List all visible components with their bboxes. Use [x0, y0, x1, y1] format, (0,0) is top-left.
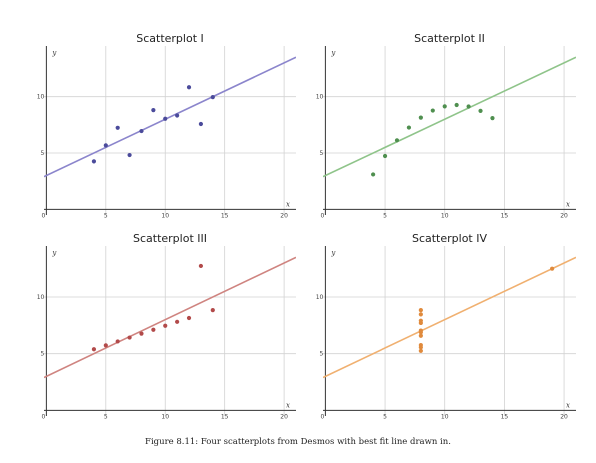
data-point [163, 116, 168, 121]
data-point [198, 263, 204, 269]
data-point [115, 125, 120, 130]
data-point [430, 108, 435, 113]
x-axis-label: x [566, 401, 570, 409]
data-point [163, 323, 168, 328]
data-point [103, 343, 108, 348]
data-point [186, 85, 192, 90]
x-tick-label: 5 [383, 212, 387, 219]
data-point [186, 315, 192, 321]
y-axis-label: y [330, 249, 336, 257]
data-point [210, 95, 215, 100]
x-axis-label: x [286, 200, 290, 208]
data-point [418, 330, 423, 335]
data-point [478, 108, 483, 113]
data-point [418, 312, 423, 317]
data-point [139, 331, 144, 336]
x-tick-label: 20 [560, 212, 568, 219]
data-point [139, 128, 144, 134]
data-point [115, 339, 120, 344]
data-point [550, 266, 555, 271]
x-tick-label: 10 [441, 212, 449, 219]
x-tick-label: 5 [104, 212, 108, 219]
scatterplot-panel: Scatterplot II 0 5 10 15 20 5 10 x y [316, 32, 576, 219]
data-point [490, 116, 495, 121]
x-tick-label: 0 [41, 212, 45, 219]
figure-caption: Figure 8.11: Four scatterplots from Desm… [145, 437, 451, 447]
data-point [175, 113, 180, 118]
data-point [91, 347, 97, 352]
x-tick-label: 15 [501, 212, 509, 219]
y-tick-label: 5 [41, 351, 45, 358]
y-tick-label: 10 [316, 94, 324, 101]
x-tick-label: 10 [161, 413, 169, 420]
data-point [418, 348, 423, 353]
data-point [418, 345, 423, 350]
y-tick-label: 5 [320, 351, 324, 358]
best-fit-line [44, 56, 296, 178]
data-point [198, 121, 204, 127]
x-tick-label: 15 [221, 413, 229, 420]
x-tick-label: 15 [501, 413, 509, 420]
best-fit-line [323, 56, 576, 178]
x-tick-label: 5 [104, 413, 108, 420]
scatterplot-panel: Scatterplot III 0 5 10 15 20 5 10 x y [37, 232, 296, 420]
y-axis-label: y [51, 249, 57, 257]
data-point [418, 115, 423, 120]
plot-title: Scatterplot II [414, 32, 485, 45]
data-point [127, 152, 132, 158]
scatterplot-panel: Scatterplot IV 0 5 10 15 20 5 10 x y [316, 232, 576, 420]
y-tick-label: 10 [37, 94, 45, 101]
plot-title: Scatterplot III [133, 232, 207, 245]
data-point [394, 138, 400, 143]
x-tick-label: 10 [161, 212, 169, 219]
data-point [103, 143, 108, 148]
x-axis-label: x [286, 401, 290, 409]
data-point [371, 172, 376, 177]
scatterplot-panel: Scatterplot I 0 5 10 15 20 5 10 x y [37, 32, 296, 219]
x-tick-label: 5 [383, 413, 387, 420]
x-tick-label: 10 [441, 413, 449, 420]
data-point [406, 125, 412, 130]
x-tick-label: 20 [280, 413, 288, 420]
x-tick-label: 20 [560, 413, 568, 420]
data-point [418, 308, 423, 313]
x-tick-label: 20 [280, 212, 288, 219]
data-point [454, 102, 459, 108]
x-tick-label: 0 [41, 413, 45, 420]
x-tick-label: 0 [320, 212, 324, 219]
x-axis-label: x [566, 200, 570, 208]
data-point [382, 153, 388, 159]
data-point [210, 308, 215, 313]
data-point [418, 318, 423, 323]
plot-title: Scatterplot IV [412, 232, 488, 245]
y-axis-label: y [330, 49, 336, 57]
y-tick-label: 10 [37, 294, 45, 301]
data-point [418, 333, 423, 338]
data-point [127, 335, 132, 340]
data-point [151, 327, 156, 332]
x-tick-label: 15 [221, 212, 229, 219]
data-point [151, 108, 156, 113]
y-tick-label: 5 [320, 150, 324, 157]
y-tick-label: 10 [316, 294, 324, 301]
data-point [91, 159, 97, 164]
best-fit-line [323, 256, 576, 379]
data-point [175, 319, 180, 324]
data-point [466, 104, 471, 109]
plot-title: Scatterplot I [136, 32, 204, 45]
best-fit-line [44, 256, 296, 379]
y-tick-label: 5 [41, 150, 45, 157]
data-point [442, 104, 447, 109]
y-axis-label: y [51, 49, 57, 57]
x-tick-label: 0 [320, 413, 324, 420]
